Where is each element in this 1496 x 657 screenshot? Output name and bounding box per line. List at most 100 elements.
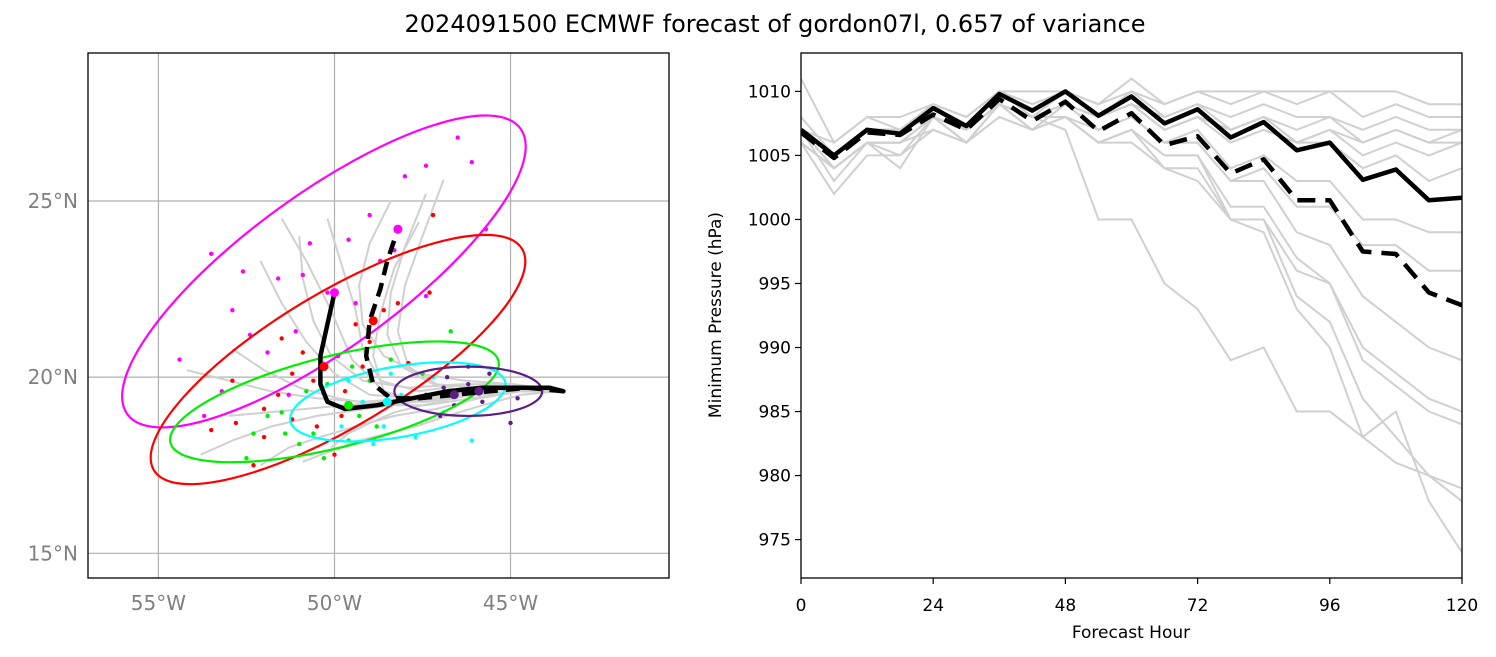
map-x-tick-label: 55°W [131,591,186,615]
y-axis-label: Minimum Pressure (hPa) [706,212,726,418]
mean-track-marker [368,316,378,326]
x-tick-label: 120 [1446,596,1478,616]
y-tick-label: 980 [759,467,791,487]
cluster-point-cyan [339,424,344,429]
pressure-plot-area [801,77,1462,553]
cluster-point-green [279,410,284,415]
cluster-point-magenta [202,413,207,419]
map-gridlines [88,53,669,578]
cluster-point-green [282,431,288,436]
cluster-ellipse [289,361,507,443]
map-y-tick-label: 20°N [28,365,78,389]
mean-track-marker [393,224,403,234]
cluster-point-magenta [455,135,460,140]
cluster-point-magenta [469,160,475,165]
cluster-point-magenta [230,308,235,313]
pressure-frame [800,52,1463,579]
cluster-point-magenta [209,251,214,257]
cluster-point-magenta [353,300,358,306]
cluster-point-red [261,406,267,412]
mean-pressure-line-solid [801,89,1462,203]
cluster-point-magenta [346,237,351,242]
cluster-point-green [356,413,362,419]
cluster-point-green [244,456,249,461]
cluster-point-green [297,441,302,447]
cluster-point-red [427,290,432,295]
cluster-point-green [265,413,270,419]
cluster-point-green [448,329,453,334]
cluster-point-green [374,424,379,429]
cluster-point-cyan [469,438,475,443]
cluster-point-red [339,413,344,419]
x-tick-label: 48 [1055,596,1077,616]
ensemble-pressure-line [801,103,1462,490]
cluster-point-magenta [402,174,408,179]
cluster-point-red [251,463,256,468]
cluster-point-magenta [265,350,270,355]
cluster-point-green [251,431,256,436]
map-tick-labels: 55°W 50°W 45°W 15°N 20°N 25°N [28,189,539,615]
cluster-mean-tracks [318,224,566,412]
y-tick-label: 990 [759,339,791,359]
cluster-point-red [395,300,401,306]
cluster-point-red [353,322,358,327]
cluster-point-red [275,392,281,397]
cluster-point-purple [515,396,520,401]
cluster-point-cyan [381,424,386,429]
y-tick-label: 985 [759,403,791,423]
cluster-point-red [430,212,436,218]
pressure-tick-labels: 0 24 48 72 96 120 975 980 985 990 995 1000 1005 1010 [748,82,1478,616]
cluster-ellipse [393,365,544,418]
cluster-point-red [209,427,214,433]
map-plot-area [121,114,566,486]
map-x-tick-label: 45°W [483,591,538,615]
x-axis-label: Forecast Hour [1072,623,1190,643]
cluster-point-purple [441,385,446,390]
y-tick-label: 1005 [748,146,791,166]
ensemble-pressure-line [801,90,1462,144]
mean-track-marker [319,362,329,372]
cluster-point-red [261,434,267,440]
cluster-point-purple [444,374,450,380]
x-tick-label: 72 [1187,596,1209,616]
cluster-point-red [342,389,348,394]
cluster-point-green [321,456,327,461]
ensemble-member-track [358,200,560,393]
cluster-point-magenta [293,329,298,334]
y-tick-label: 995 [759,274,791,294]
cluster-point-red [381,308,386,313]
ensemble-member-track [298,236,560,393]
cluster-point-magenta [423,293,429,299]
cluster-point-magenta [177,357,182,362]
pressure-background [801,53,1462,578]
cluster-point-green [388,357,394,362]
mean-track-marker [474,386,484,396]
cluster-point-magenta [275,276,281,281]
track-map-panel: 55°W 50°W 45°W 15°N 20°N 25°N [28,52,670,615]
mean-pressure-line-dashed [801,96,1462,308]
cluster-point-magenta [423,163,429,168]
y-tick-label: 975 [759,531,791,551]
cluster-point-red [332,452,337,457]
cluster-point-cyan [371,441,376,447]
cluster-point-red [314,424,320,429]
cluster-point-magenta [286,392,291,397]
cluster-point-magenta [367,212,372,218]
cluster-point-red [300,350,305,355]
mean-track-marker [344,400,354,410]
cluster-point-purple [487,371,492,376]
x-tick-label: 0 [796,596,807,616]
cluster-point-purple [480,399,485,405]
cluster-point-red [233,420,239,426]
mean-track-dashed [363,228,564,401]
y-tick-label: 1010 [748,82,791,102]
mean-track-marker [449,390,459,400]
cluster-point-red [367,339,372,345]
mean-track-marker [382,397,392,407]
cluster-point-purple [508,420,513,426]
x-tick-label: 96 [1319,596,1341,616]
pressure-panel: 0 24 48 72 96 120975980985990995100010051010 … [706,52,1478,643]
cluster-point-magenta [300,272,305,278]
cluster-point-cyan [388,371,394,376]
